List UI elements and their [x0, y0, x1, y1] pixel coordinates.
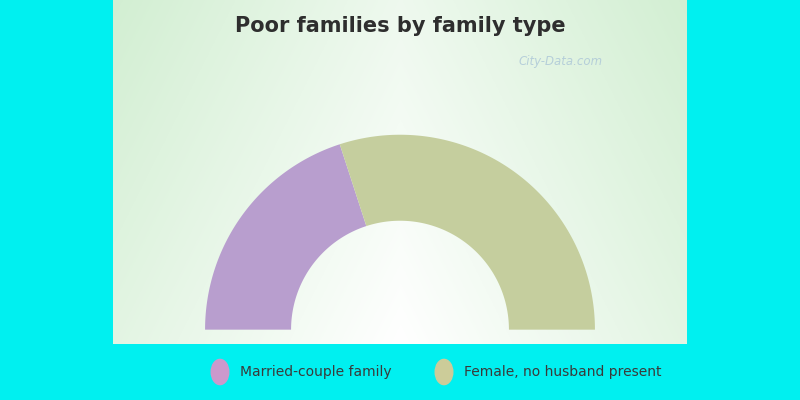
- Ellipse shape: [435, 359, 453, 385]
- Ellipse shape: [211, 359, 229, 385]
- Text: Female, no husband present: Female, no husband present: [464, 365, 662, 379]
- Polygon shape: [340, 135, 595, 330]
- Text: Married-couple family: Married-couple family: [240, 365, 392, 379]
- Polygon shape: [205, 144, 366, 330]
- Text: Poor families by family type: Poor families by family type: [234, 16, 566, 36]
- Text: City-Data.com: City-Data.com: [518, 56, 602, 68]
